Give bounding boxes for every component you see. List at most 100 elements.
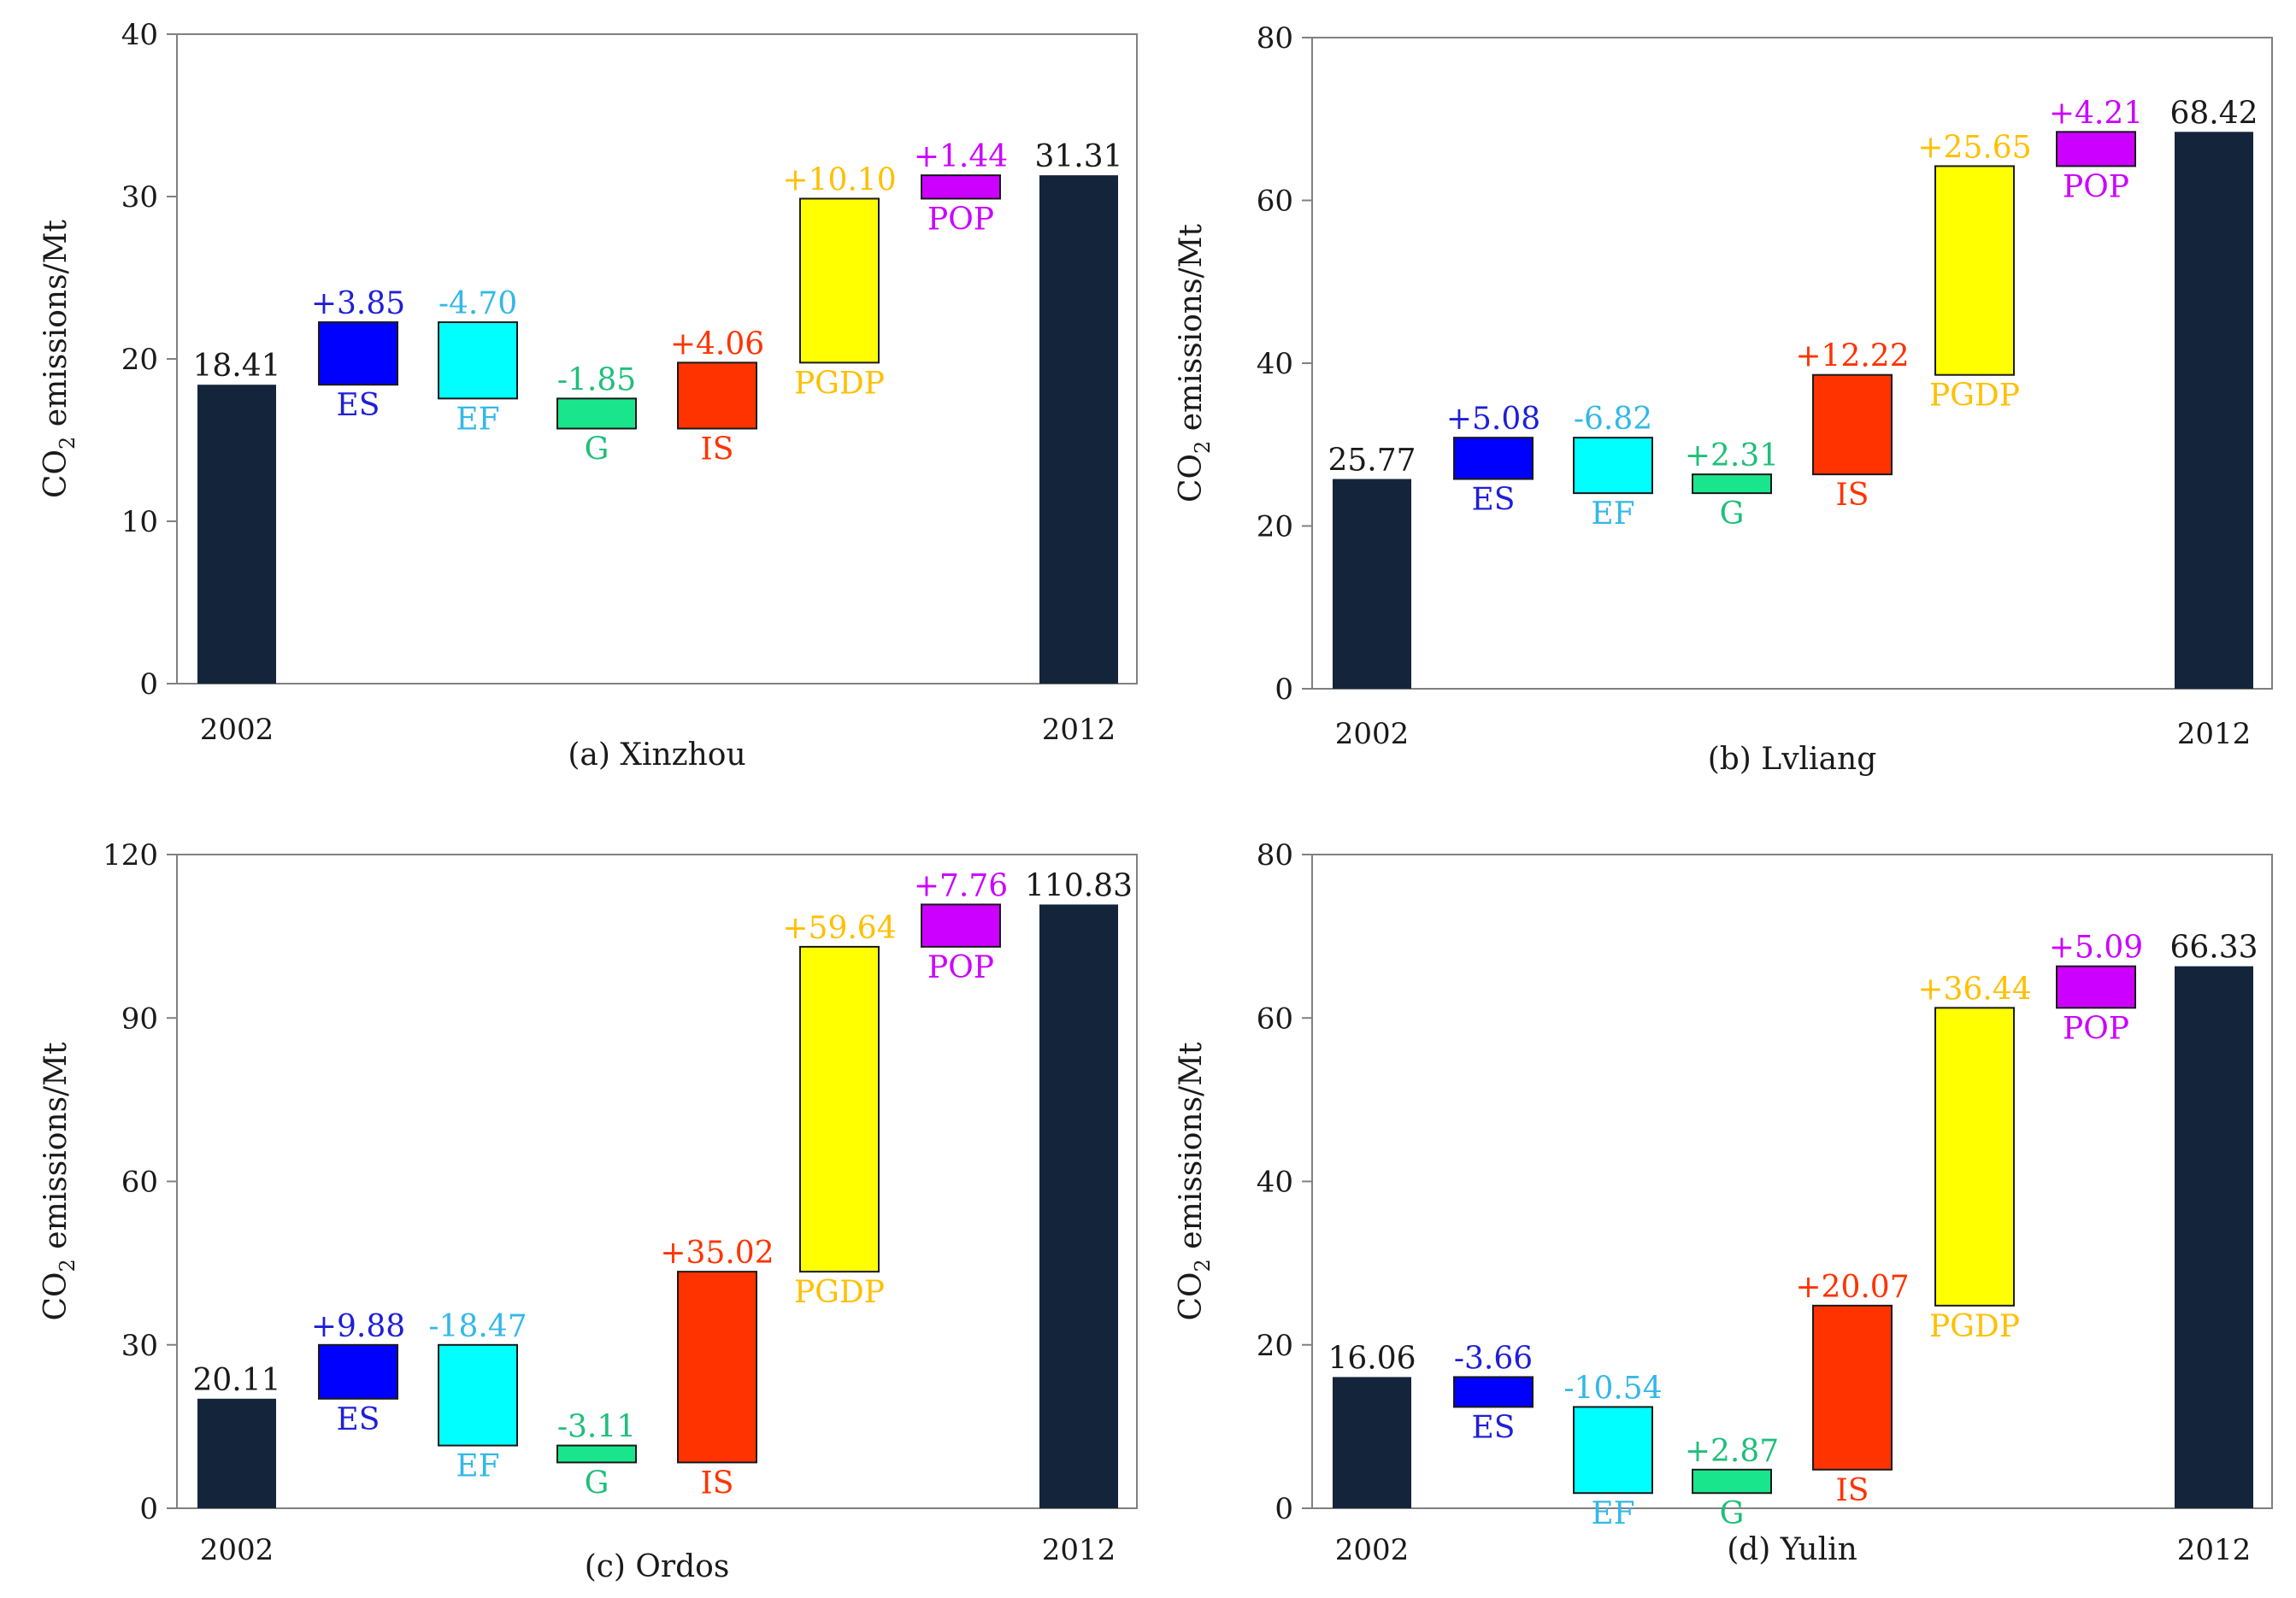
bar-ef-name-label: EF — [1591, 496, 1634, 532]
bar-is-name-label: IS — [701, 432, 734, 467]
x-label-2012: 2012 — [1042, 1533, 1116, 1567]
bar-es — [318, 321, 398, 386]
bar-pgdp — [799, 945, 880, 1273]
bar-2002-value-label: 16.06 — [1328, 1341, 1416, 1376]
bar-is-value-label: +20.07 — [1795, 1270, 1909, 1305]
y-tick-label: 40 — [121, 18, 158, 52]
x-label-2012: 2012 — [2177, 1533, 2252, 1567]
y-tick-label: 10 — [121, 505, 158, 539]
y-tick-label: 30 — [121, 180, 158, 214]
y-tick-label: 0 — [1275, 673, 1293, 707]
bar-g-name-label: G — [585, 432, 609, 467]
bar-is-name-label: IS — [1836, 1473, 1869, 1508]
subplot-title: (d) Yulin — [1727, 1532, 1857, 1567]
y-tick-label: 20 — [1257, 1329, 1293, 1363]
bar-es-name-label: ES — [337, 1402, 380, 1437]
y-tick-label: 20 — [1257, 510, 1293, 544]
bar-pop — [2056, 131, 2136, 167]
bar-is-value-label: +4.06 — [670, 326, 764, 361]
bar-2002-value-label: 20.11 — [192, 1363, 280, 1398]
bar-pop-value-label: +7.76 — [914, 868, 1008, 903]
x-label-2002: 2002 — [1335, 717, 1410, 751]
bar-g-name-label: G — [585, 1466, 609, 1501]
bar-g — [1692, 473, 1772, 495]
bar-g-value-label: +2.31 — [1685, 438, 1779, 473]
y-axis-label: CO2 emissions/Mt — [1174, 1042, 1215, 1321]
bar-g-value-label: -3.11 — [557, 1410, 636, 1445]
bar-pgdp-name-label: PGDP — [794, 1275, 885, 1310]
bar-2012 — [2175, 132, 2253, 689]
bar-2012-value-label: 110.83 — [1025, 868, 1133, 903]
bar-g-name-label: G — [1720, 1496, 1745, 1531]
bar-pop-name-label: POP — [2063, 169, 2129, 204]
bar-2012 — [1039, 904, 1118, 1508]
bar-pgdp-value-label: +36.44 — [1917, 972, 2031, 1007]
bar-is — [1812, 1304, 1893, 1471]
y-tick-label: 90 — [121, 1002, 158, 1036]
bar-g-value-label: -1.85 — [557, 362, 636, 397]
bar-es — [1453, 1376, 1534, 1408]
bar-ef-value-label: -18.47 — [428, 1309, 527, 1344]
bar-pop-name-label: POP — [2063, 1011, 2129, 1046]
bar-pop — [921, 174, 1001, 200]
bar-2012-value-label: 66.33 — [2169, 931, 2258, 966]
bar-pgdp-value-label: +59.64 — [782, 911, 896, 946]
bar-2002 — [197, 385, 276, 684]
bar-es-value-label: +9.88 — [311, 1309, 405, 1344]
y-tick-label: 60 — [121, 1166, 158, 1200]
subplot-title: (a) Xinzhou — [568, 737, 745, 773]
y-tick-label: 30 — [121, 1329, 158, 1363]
bar-pop-value-label: +5.09 — [2049, 931, 2143, 966]
bar-is-name-label: IS — [701, 1466, 734, 1501]
bar-es-value-label: +3.85 — [311, 286, 405, 321]
y-tick-label: 40 — [1257, 347, 1293, 381]
bar-2002-value-label: 25.77 — [1328, 444, 1416, 479]
bar-pgdp-name-label: PGDP — [794, 366, 885, 401]
bar-is-name-label: IS — [1836, 478, 1869, 513]
bar-2012 — [1039, 175, 1118, 684]
bar-pop — [2056, 965, 2136, 1009]
x-label-2012: 2012 — [1042, 713, 1116, 747]
bar-g — [1692, 1468, 1772, 1495]
bar-is-value-label: +12.22 — [1795, 339, 1909, 374]
x-label-2002: 2002 — [200, 713, 274, 747]
y-axis-label: CO2 emissions/Mt — [38, 1042, 79, 1321]
subplot-title: (c) Ordos — [585, 1549, 730, 1584]
bar-pgdp-name-label: PGDP — [1929, 379, 2020, 414]
bar-ef-value-label: -4.70 — [439, 286, 517, 321]
bar-pop-value-label: +1.44 — [914, 139, 1008, 174]
bar-es — [1453, 437, 1534, 480]
bar-pgdp — [1934, 165, 2015, 376]
bar-g-value-label: +2.87 — [1685, 1434, 1779, 1469]
bar-pgdp — [799, 197, 880, 364]
bar-ef-name-label: EF — [456, 1449, 499, 1484]
bar-g — [556, 1444, 637, 1464]
y-tick-label: 60 — [1257, 185, 1293, 219]
bar-pgdp-value-label: +10.10 — [782, 162, 896, 197]
bar-2002 — [1333, 479, 1411, 689]
bar-pgdp-value-label: +25.65 — [1917, 130, 2031, 165]
bar-2012-value-label: 31.31 — [1034, 139, 1122, 174]
bar-ef-value-label: -10.54 — [1563, 1371, 1662, 1406]
bar-es — [318, 1343, 398, 1400]
bar-pop-value-label: +4.21 — [2049, 96, 2143, 131]
x-label-2002: 2002 — [200, 1533, 274, 1567]
bar-g — [556, 397, 637, 430]
y-tick-label: 0 — [139, 1492, 158, 1526]
y-tick-label: 120 — [103, 838, 158, 872]
x-label-2012: 2012 — [2177, 717, 2252, 751]
bar-es-name-label: ES — [1472, 1410, 1516, 1445]
y-tick-label: 20 — [121, 343, 158, 377]
bar-is-value-label: +35.02 — [660, 1236, 774, 1271]
y-tick-label: 60 — [1257, 1002, 1293, 1036]
bar-pop-name-label: POP — [927, 202, 994, 237]
y-axis-label: CO2 emissions/Mt — [38, 219, 79, 498]
bar-ef-name-label: EF — [1591, 1496, 1634, 1531]
subplot-title: (b) Lvliang — [1708, 742, 1877, 777]
y-tick-label: 0 — [1275, 1492, 1293, 1526]
bar-2002-value-label: 18.41 — [192, 349, 280, 384]
y-axis-label: CO2 emissions/Mt — [1174, 223, 1215, 502]
bar-es-name-label: ES — [337, 388, 380, 423]
bar-pgdp — [1934, 1007, 2015, 1307]
y-tick-label: 80 — [1257, 21, 1293, 56]
